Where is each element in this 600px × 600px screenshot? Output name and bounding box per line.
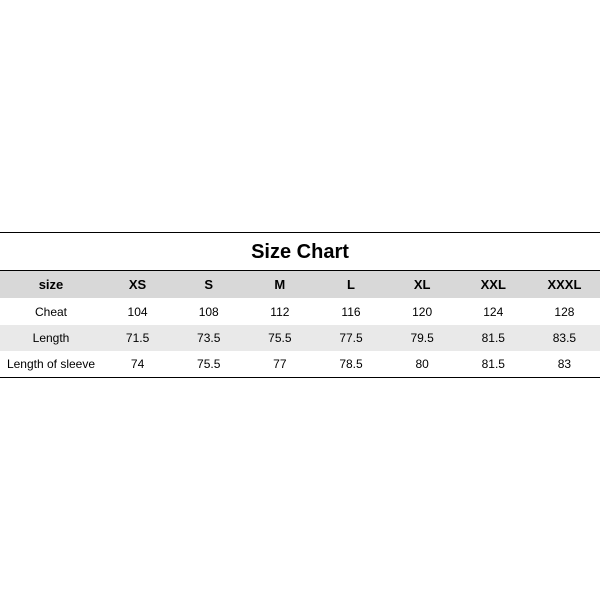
header-cell-s: S: [173, 271, 244, 299]
table-cell: 80: [387, 351, 458, 378]
header-cell-xxl: XXL: [458, 271, 529, 299]
row-label: Cheat: [0, 299, 102, 326]
header-cell-xl: XL: [387, 271, 458, 299]
table-cell: 78.5: [315, 351, 386, 378]
table-cell: 112: [244, 299, 315, 326]
table-cell: 74: [102, 351, 173, 378]
table-cell: 81.5: [458, 351, 529, 378]
table-row: Length 71.5 73.5 75.5 77.5 79.5 81.5 83.…: [0, 325, 600, 351]
row-label: Length: [0, 325, 102, 351]
table-cell: 83.5: [529, 325, 600, 351]
title-row: Size Chart: [0, 233, 600, 271]
table-cell: 128: [529, 299, 600, 326]
page: Size Chart size XS S M L XL XXL XXXL Che…: [0, 0, 600, 600]
table-cell: 79.5: [387, 325, 458, 351]
table-cell: 116: [315, 299, 386, 326]
header-cell-size: size: [0, 271, 102, 299]
header-cell-xxxl: XXXL: [529, 271, 600, 299]
header-cell-m: M: [244, 271, 315, 299]
size-chart-table: Size Chart size XS S M L XL XXL XXXL Che…: [0, 232, 600, 378]
table-row: Length of sleeve 74 75.5 77 78.5 80 81.5…: [0, 351, 600, 378]
table-cell: 104: [102, 299, 173, 326]
header-cell-l: L: [315, 271, 386, 299]
table-cell: 83: [529, 351, 600, 378]
table-cell: 73.5: [173, 325, 244, 351]
table-cell: 77.5: [315, 325, 386, 351]
table-cell: 75.5: [244, 325, 315, 351]
table-cell: 75.5: [173, 351, 244, 378]
header-cell-xs: XS: [102, 271, 173, 299]
table-row: Cheat 104 108 112 116 120 124 128: [0, 299, 600, 326]
table-cell: 120: [387, 299, 458, 326]
size-chart-container: Size Chart size XS S M L XL XXL XXXL Che…: [0, 232, 600, 378]
table-cell: 71.5: [102, 325, 173, 351]
table-cell: 81.5: [458, 325, 529, 351]
table-cell: 77: [244, 351, 315, 378]
header-row: size XS S M L XL XXL XXXL: [0, 271, 600, 299]
table-cell: 108: [173, 299, 244, 326]
row-label: Length of sleeve: [0, 351, 102, 378]
chart-title: Size Chart: [0, 233, 600, 271]
table-cell: 124: [458, 299, 529, 326]
